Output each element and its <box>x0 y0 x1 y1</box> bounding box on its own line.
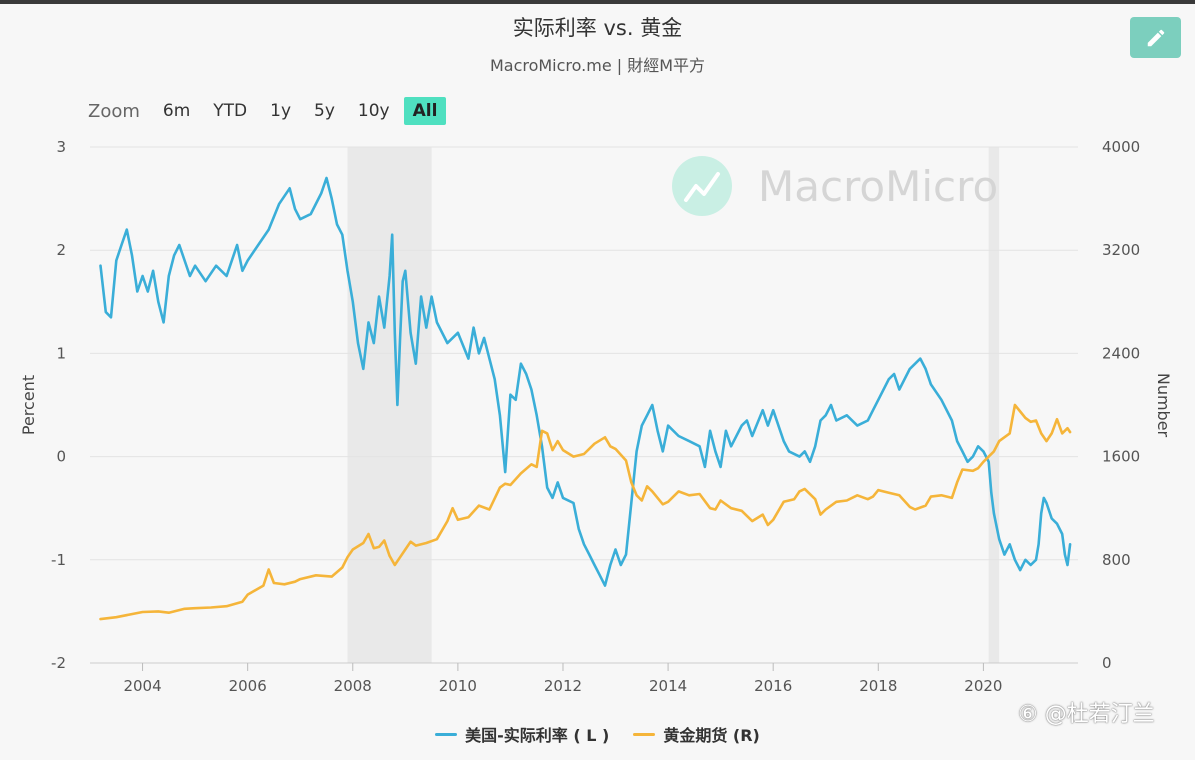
legend-swatch-real-rate <box>435 732 458 736</box>
x-tick-label: 2012 <box>544 677 582 695</box>
recession-band-0 <box>347 147 432 663</box>
macromicro-watermark: MacroMicro <box>672 156 998 216</box>
zoom-5y-button[interactable]: 5y <box>314 101 335 121</box>
top-border <box>0 0 1195 4</box>
chart-subtitle: MacroMicro.me | 財經M平方 <box>489 56 706 75</box>
macromicro-logo-line <box>684 172 720 202</box>
y-left-tick-label: 2 <box>56 241 66 259</box>
legend-swatch-gold <box>633 732 656 736</box>
y-left-tick-label: 3 <box>56 138 66 156</box>
zoom-10y-button[interactable]: 10y <box>357 101 390 121</box>
x-tick-label: 2018 <box>859 677 897 695</box>
y-right-tick-label: 1600 <box>1102 448 1140 466</box>
legend-label-real-rate: 美国-实际利率 ( L ) <box>465 726 610 745</box>
y-right-tick-label: 2400 <box>1102 344 1140 362</box>
y-right-tick-label: 800 <box>1102 551 1131 569</box>
legend-label-gold: 黄金期货 (R) <box>663 726 760 745</box>
credit-watermark: ⑥ @杜若汀兰 <box>1018 702 1155 727</box>
macromicro-chart-logo-icon <box>672 156 732 216</box>
x-tick-label: 2020 <box>964 677 1002 695</box>
legend-item-gold[interactable]: 黄金期货 (R) <box>633 722 760 746</box>
y-left-tick-label: -1 <box>51 551 66 569</box>
x-tick-label: 2004 <box>123 677 161 695</box>
zoom-6m-button[interactable]: 6m <box>162 101 191 121</box>
y-left-tick-label: -2 <box>51 654 66 672</box>
y-left-tick-label: 0 <box>56 448 66 466</box>
macromicro-watermark-text: MacroMicro <box>758 162 998 211</box>
legend-item-real-rate[interactable]: 美国-实际利率 ( L ) <box>435 722 609 746</box>
x-tick-label: 2008 <box>334 677 372 695</box>
x-tick-label: 2010 <box>439 677 477 695</box>
series-line-real-rate <box>99 176 1072 587</box>
x-tick-label: 2016 <box>754 677 792 695</box>
zoom-selector: Zoom 6m YTD 1y 5y 10y All <box>88 95 451 127</box>
y-right-tick-label: 0 <box>1102 654 1112 672</box>
zoom-1y-button[interactable]: 1y <box>270 101 292 121</box>
y-axis-right-label: Number <box>1154 373 1173 438</box>
pencil-icon <box>1147 29 1164 46</box>
zoom-all-button[interactable]: All <box>403 97 447 125</box>
chart-legend: 美国-实际利率 ( L ) 黄金期货 (R) <box>0 722 1195 746</box>
recession-band-1 <box>988 147 1000 663</box>
x-tick-label: 2014 <box>649 677 687 695</box>
y-axis-left-label: Percent <box>19 375 38 435</box>
chart-title: 实际利率 vs. 黄金 <box>512 16 683 40</box>
zoom-label: Zoom <box>88 100 140 122</box>
series-line-gold <box>99 403 1072 621</box>
x-tick-label: 2006 <box>229 677 267 695</box>
zoom-ytd-button[interactable]: YTD <box>213 101 248 121</box>
y-left-tick-label: 1 <box>56 344 66 362</box>
y-right-tick-label: 3200 <box>1102 241 1140 259</box>
y-right-tick-label: 4000 <box>1102 138 1140 156</box>
edit-button[interactable] <box>1130 17 1181 58</box>
